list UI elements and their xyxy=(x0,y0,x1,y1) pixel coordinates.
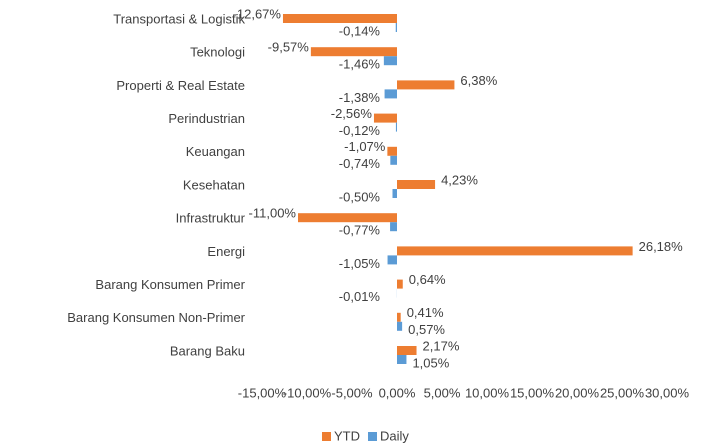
bar xyxy=(397,355,407,364)
bar xyxy=(397,80,455,90)
x-tick-label: 5,00% xyxy=(424,385,461,400)
value-label: -1,46% xyxy=(339,57,381,72)
x-tick-label: 20,00% xyxy=(555,385,600,400)
bar xyxy=(397,180,436,189)
legend-label: Daily xyxy=(380,428,409,443)
value-label: -12,67% xyxy=(233,6,282,21)
category-label: Barang Konsumen Primer xyxy=(95,277,245,292)
category-label: Barang Konsumen Non-Primer xyxy=(67,310,245,325)
bar xyxy=(373,113,397,123)
bar xyxy=(310,47,397,57)
value-label: -1,05% xyxy=(339,256,381,271)
bar xyxy=(387,255,397,265)
bar xyxy=(390,155,397,165)
value-label: 0,57% xyxy=(408,322,445,337)
bar xyxy=(384,89,397,99)
x-tick-label: -15,00% xyxy=(238,385,287,400)
value-label: -2,56% xyxy=(331,106,373,121)
value-label: 0,41% xyxy=(407,305,444,320)
value-label: -1,38% xyxy=(339,90,381,105)
x-tick-label: 30,00% xyxy=(645,385,690,400)
bar xyxy=(387,146,397,156)
value-label: -0,77% xyxy=(339,223,381,238)
bar xyxy=(397,312,401,322)
x-tick-label: 0,00% xyxy=(379,385,416,400)
bar xyxy=(395,122,397,132)
category-label: Kesehatan xyxy=(183,177,245,192)
bar xyxy=(397,279,403,289)
category-label: Keuangan xyxy=(186,144,245,159)
category-label: Perindustrian xyxy=(168,111,245,126)
legend-swatch xyxy=(368,432,377,441)
value-label: 1,05% xyxy=(412,355,449,370)
bar xyxy=(392,189,397,198)
value-label: -0,50% xyxy=(339,189,381,204)
value-label: 4,23% xyxy=(441,172,478,187)
value-label: -0,12% xyxy=(339,123,381,138)
value-label: 26,18% xyxy=(639,239,684,254)
x-tick-label: 25,00% xyxy=(600,385,645,400)
bar xyxy=(383,56,397,66)
value-label: -0,01% xyxy=(339,289,381,304)
value-label: 2,17% xyxy=(423,338,460,353)
x-tick-label: -10,00% xyxy=(283,385,332,400)
value-label: 6,38% xyxy=(460,73,497,88)
category-label: Infrastruktur xyxy=(176,211,246,226)
x-tick-label: 10,00% xyxy=(465,385,510,400)
bar xyxy=(390,222,397,232)
category-label: Barang Baku xyxy=(170,343,245,358)
legend-label: YTD xyxy=(334,428,360,443)
bar xyxy=(397,246,633,256)
value-label: -1,07% xyxy=(344,139,386,154)
bar xyxy=(397,321,403,331)
category-label: Transportasi & Logistik xyxy=(113,11,245,26)
bar xyxy=(397,346,417,355)
bar xyxy=(282,14,397,23)
category-label: Energi xyxy=(207,244,245,259)
x-tick-label: 15,00% xyxy=(510,385,555,400)
legend-swatch xyxy=(322,432,331,441)
value-label: -9,57% xyxy=(268,40,310,55)
value-label: 0,64% xyxy=(409,272,446,287)
category-label: Properti & Real Estate xyxy=(116,78,245,93)
bar xyxy=(395,23,397,32)
value-label: -11,00% xyxy=(249,206,297,221)
value-label: -0,74% xyxy=(339,156,381,171)
category-label: Teknologi xyxy=(190,45,245,60)
x-tick-label: -5,00% xyxy=(331,385,373,400)
bar xyxy=(298,213,397,223)
value-label: -0,14% xyxy=(339,23,381,38)
